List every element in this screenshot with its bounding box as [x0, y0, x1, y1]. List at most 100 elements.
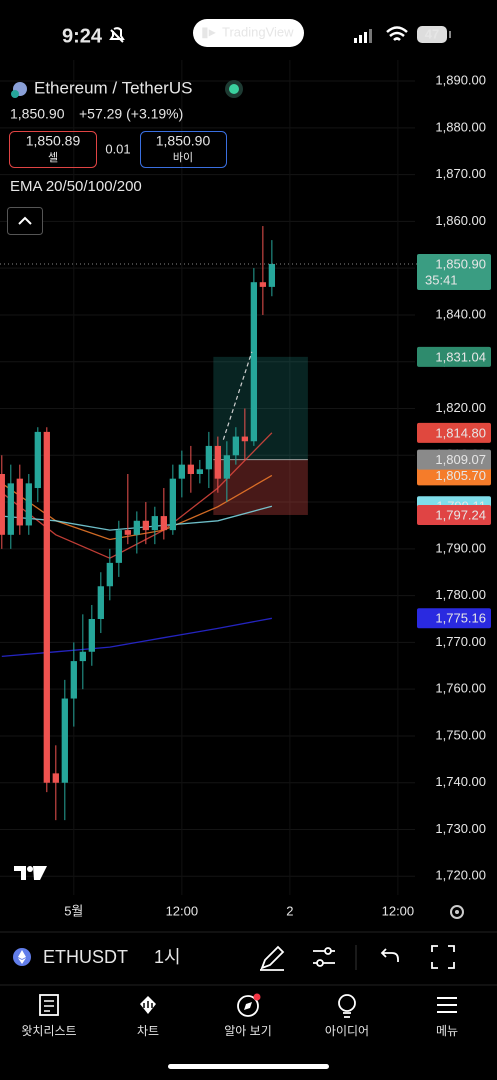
- undo-icon[interactable]: [380, 948, 399, 962]
- tab-label[interactable]: 메뉴: [436, 1024, 458, 1038]
- battery: [417, 26, 447, 43]
- header-change: +57.29 (+3.19%): [79, 106, 183, 122]
- y-tick-label: 1,730.00: [435, 821, 486, 836]
- price-label: 1,809.07: [435, 452, 486, 467]
- tab-icon: [437, 997, 457, 1013]
- battery-tip: [449, 31, 451, 38]
- price-label: 1,814.80: [435, 425, 486, 440]
- candle-body: [0, 473, 5, 535]
- x-tick-label: 12:00: [166, 903, 199, 918]
- y-tick-label: 1,840.00: [435, 306, 486, 321]
- buy-price: 1,850.90: [156, 133, 211, 149]
- draw-icon[interactable]: [260, 945, 285, 971]
- buy-button[interactable]: [140, 131, 227, 168]
- settings-icon: [455, 910, 459, 914]
- eth-icon: [18, 950, 26, 964]
- status-time: 9:24: [62, 25, 103, 47]
- tab-label[interactable]: 알아 보기: [224, 1024, 272, 1038]
- coin-icon: [11, 90, 19, 98]
- y-tick-label: 1,720.00: [435, 868, 486, 883]
- candle-body: [106, 562, 113, 587]
- indicator-legend[interactable]: EMA 20/50/100/200: [10, 178, 142, 195]
- candle-body: [61, 698, 68, 783]
- tab-label[interactable]: 아이디어: [325, 1024, 369, 1038]
- tab-icon: [244, 1002, 252, 1010]
- position-path: [222, 351, 253, 440]
- candle-body: [142, 520, 149, 531]
- price-label-box: [417, 253, 491, 290]
- candle-body: [214, 445, 222, 479]
- tab-icon: [44, 1000, 54, 1012]
- candle-body: [115, 530, 122, 563]
- position-target-zone: [213, 356, 308, 460]
- price-label: 1,805.70: [435, 468, 486, 483]
- candle-body: [34, 431, 41, 489]
- candle-body: [52, 773, 59, 783]
- y-tick-label: 1,790.00: [435, 540, 486, 555]
- tab-icon: [343, 1012, 351, 1018]
- battery-level: 47: [425, 26, 439, 41]
- tab-menu[interactable]: [437, 997, 457, 1013]
- tv-logo: [27, 866, 33, 872]
- toolbar-interval[interactable]: 1시: [154, 947, 181, 967]
- x-tick-label: 5월: [64, 903, 83, 918]
- candle-body: [151, 516, 158, 531]
- price-label: 1,797.24: [435, 507, 486, 522]
- y-tick-label: 1,780.00: [435, 587, 486, 602]
- fullscreen-icon[interactable]: [431, 945, 455, 969]
- sell-button[interactable]: [9, 131, 97, 168]
- price-label-box: [417, 504, 491, 525]
- tab-explore[interactable]: [237, 993, 261, 1017]
- candle-body: [124, 530, 131, 535]
- chevron-up: [18, 216, 32, 225]
- candle-body: [169, 478, 176, 531]
- price-label-box: [417, 465, 491, 486]
- price-label-box: [417, 422, 491, 443]
- app-pill[interactable]: [193, 19, 304, 47]
- settings-icon[interactable]: [450, 905, 464, 919]
- y-tick-label: 1,750.00: [435, 727, 486, 742]
- tab-label[interactable]: 차트: [137, 1024, 159, 1038]
- y-tick-label: 1,890.00: [435, 72, 486, 87]
- candle-body: [43, 431, 50, 783]
- buy-label: 바이: [173, 151, 193, 164]
- price-label: 1,831.04: [435, 349, 486, 364]
- indicators-icon: [324, 947, 332, 955]
- price-label-box: [417, 346, 491, 367]
- tab-label[interactable]: 왓치리스트: [21, 1024, 76, 1038]
- price-label: 1,775.16: [435, 611, 486, 626]
- header-price: 1,850.90: [10, 106, 65, 122]
- candle-body: [160, 516, 167, 531]
- tab-ideas[interactable]: [338, 994, 356, 1018]
- price-label-box: [417, 449, 491, 470]
- tv-logo: [14, 866, 47, 880]
- indicators-icon: [316, 959, 324, 967]
- pill-logo: ▮▸: [201, 24, 216, 40]
- tab-watchlist[interactable]: [39, 994, 59, 1016]
- signal-icon: [354, 29, 372, 43]
- candle-body: [70, 661, 77, 699]
- candle-body: [7, 483, 14, 535]
- tab-icon: [237, 995, 259, 1017]
- toolbar-symbol[interactable]: ETHUSDT: [43, 947, 128, 967]
- sell-label: 셀: [48, 151, 58, 164]
- symbol-title[interactable]: Ethereum / TetherUS: [34, 78, 192, 97]
- candle-body: [259, 282, 267, 287]
- app-name: TradingView: [222, 24, 294, 39]
- candle-body: [88, 619, 95, 652]
- collapse-button[interactable]: [7, 207, 43, 235]
- candle-body: [97, 586, 104, 620]
- price-label-box: [417, 608, 491, 629]
- market-status: [229, 84, 239, 94]
- tab-chart[interactable]: [140, 996, 156, 1014]
- candle-body: [187, 464, 194, 474]
- y-tick-label: 1,860.00: [435, 213, 486, 228]
- candle-body: [250, 282, 258, 442]
- candle-body: [133, 520, 140, 535]
- y-tick-label: 1,820.00: [435, 400, 486, 415]
- candle-body: [25, 483, 32, 526]
- spread: 0.01: [105, 141, 130, 156]
